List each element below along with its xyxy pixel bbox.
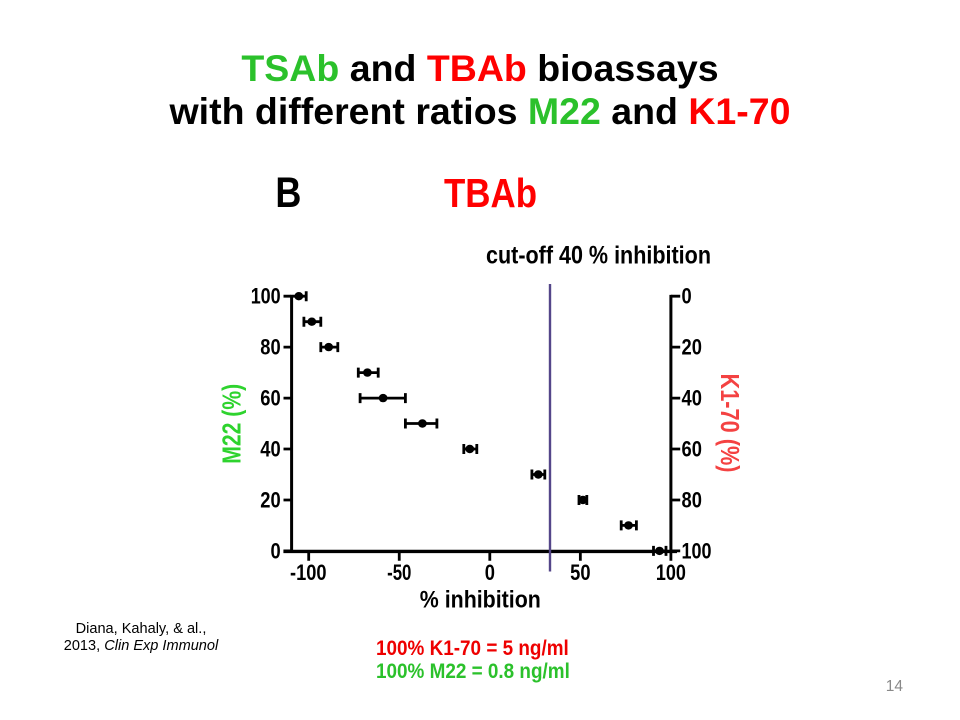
svg-text:-100: -100 (290, 560, 327, 585)
svg-text:50: 50 (570, 560, 590, 585)
svg-text:cut-off 40 % inhibition: cut-off 40 % inhibition (486, 242, 711, 270)
svg-text:40: 40 (260, 436, 280, 461)
svg-text:40: 40 (682, 386, 702, 411)
svg-text:60: 60 (682, 436, 702, 461)
svg-text:B: B (275, 169, 301, 217)
svg-text:% inhibition: % inhibition (420, 587, 541, 614)
svg-text:100: 100 (656, 560, 686, 585)
svg-text:100: 100 (682, 538, 712, 563)
svg-text:TBAb: TBAb (444, 170, 537, 216)
svg-text:0: 0 (271, 538, 281, 563)
svg-text:80: 80 (682, 487, 702, 512)
svg-text:100: 100 (251, 284, 281, 309)
svg-text:K1-70 (%): K1-70 (%) (715, 374, 745, 473)
svg-text:0: 0 (485, 560, 495, 585)
svg-text:20: 20 (260, 487, 280, 512)
svg-text:M22 (%): M22 (%) (216, 384, 246, 464)
svg-text:20: 20 (682, 335, 702, 360)
svg-text:0: 0 (682, 284, 692, 309)
svg-text:-50: -50 (387, 560, 411, 585)
svg-text:80: 80 (260, 335, 280, 360)
svg-text:60: 60 (260, 386, 280, 411)
